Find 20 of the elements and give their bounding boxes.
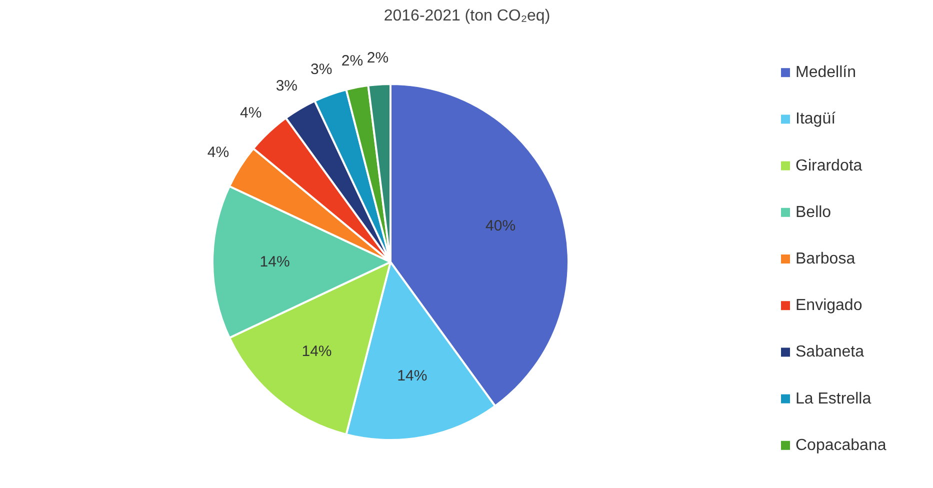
legend-label: Girardota [796,157,862,174]
data-label: 14% [302,342,332,360]
legend-label: Copacabana [796,436,886,454]
data-label: 2% [366,49,389,66]
data-label: 4% [240,104,262,122]
data-label: 14% [397,367,428,384]
data-label: 4% [207,144,230,161]
legend-label: La Estrella [796,390,872,408]
legend-label: Sabaneta [796,344,864,361]
legend-label: Itagüí [796,110,836,128]
legend-label: Envigado [796,297,862,314]
data-label: 40% [486,218,516,235]
data-label: 2% [341,52,364,70]
data-label: 3% [276,78,298,95]
data-label: 14% [260,254,290,271]
chart-title: 2016-2021 (ton CO₂eq) [384,8,550,24]
legend-label: Medellín [796,64,856,82]
data-label: 3% [310,61,332,78]
legend-label: Bello [796,204,832,221]
legend-label: Barbosa [796,250,856,268]
